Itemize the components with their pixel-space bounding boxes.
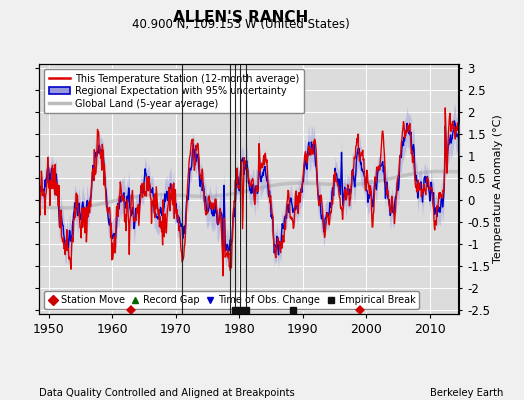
Text: Data Quality Controlled and Aligned at Breakpoints: Data Quality Controlled and Aligned at B… [39, 388, 295, 398]
Y-axis label: Temperature Anomaly (°C): Temperature Anomaly (°C) [493, 115, 504, 263]
Text: ALLEN'S RANCH: ALLEN'S RANCH [173, 10, 309, 25]
Text: Berkeley Earth: Berkeley Earth [430, 388, 503, 398]
Legend: Station Move, Record Gap, Time of Obs. Change, Empirical Break: Station Move, Record Gap, Time of Obs. C… [44, 291, 419, 309]
Text: 40.900 N, 109.153 W (United States): 40.900 N, 109.153 W (United States) [132, 18, 350, 31]
